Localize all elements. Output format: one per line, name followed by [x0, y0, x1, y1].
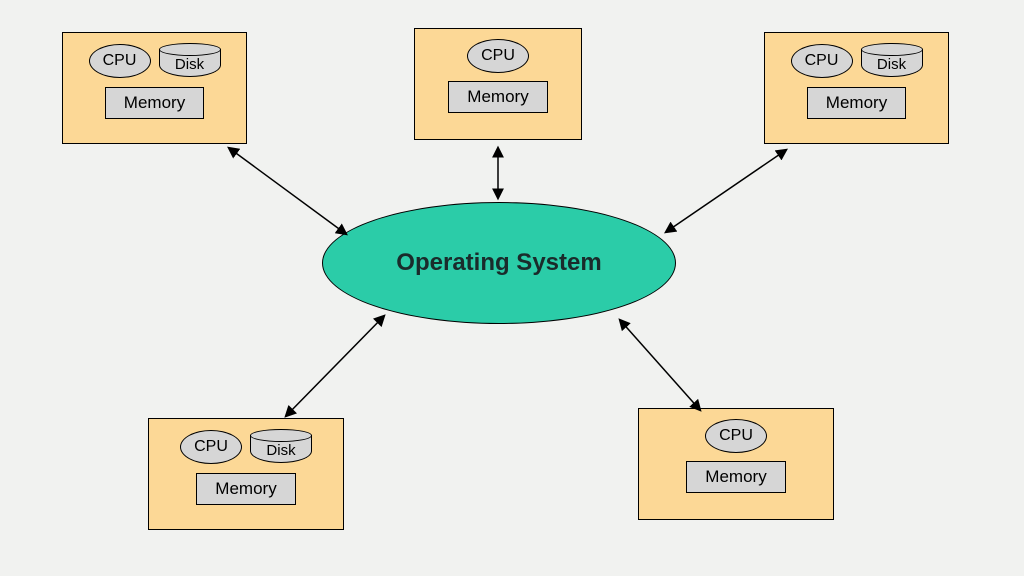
node-top-center: CPU Memory: [414, 28, 582, 140]
node-bot-right: CPU Memory: [638, 408, 834, 520]
os-center-node: Operating System: [322, 202, 676, 324]
memory-rect: Memory: [807, 87, 906, 119]
memory-rect: Memory: [686, 461, 785, 493]
cpu-ellipse: CPU: [180, 430, 242, 464]
os-label: Operating System: [396, 249, 601, 277]
node-top-left: CPU Disk Memory: [62, 32, 247, 144]
cpu-ellipse: CPU: [89, 44, 151, 78]
memory-rect: Memory: [196, 473, 295, 505]
disk-cylinder: Disk: [250, 429, 312, 465]
memory-rect: Memory: [448, 81, 547, 113]
disk-cylinder: Disk: [159, 43, 221, 79]
node-bot-left: CPU Disk Memory: [148, 418, 344, 530]
node-top-right: CPU Disk Memory: [764, 32, 949, 144]
disk-cylinder: Disk: [861, 43, 923, 79]
cpu-ellipse: CPU: [467, 39, 529, 73]
cpu-ellipse: CPU: [791, 44, 853, 78]
cpu-ellipse: CPU: [705, 419, 767, 453]
memory-rect: Memory: [105, 87, 204, 119]
